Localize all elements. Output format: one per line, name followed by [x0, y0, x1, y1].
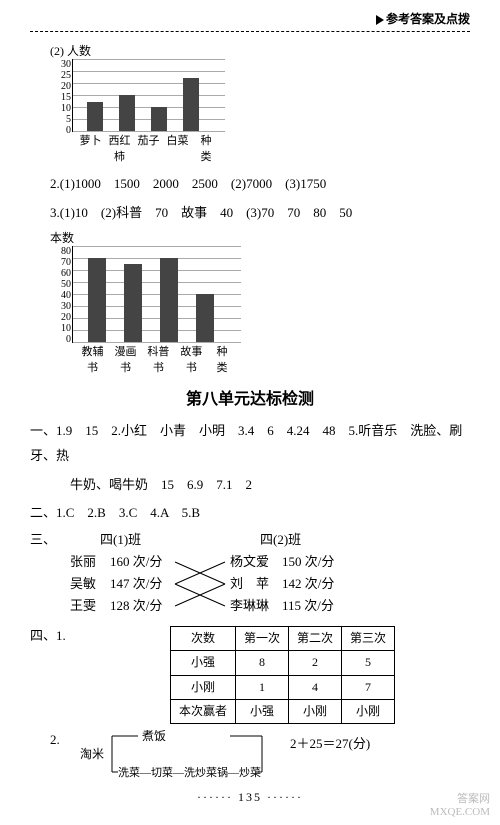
q3-line: 3.(1)10 (2)科普 70 故事 40 (3)70 70 80 50 [50, 201, 470, 226]
bar [124, 264, 142, 342]
table-cell: 小刚 [171, 675, 236, 699]
header-title: 参考答案及点拨 [386, 12, 470, 26]
sec4-table: 次数第一次第二次第三次 小强825 小刚147 本次赢者小强小刚小刚 [170, 626, 395, 724]
chart2-block: 本数 80706050403020100 教辅书漫画书科普书故事书种类 [50, 229, 470, 375]
x-label: 种类 [212, 343, 232, 375]
sec3-right-title: 四(2)班 [260, 532, 301, 547]
x-label: 科普书 [142, 343, 175, 375]
bar [88, 258, 106, 342]
chart2: 80706050403020100 [72, 246, 241, 343]
table-header: 第三次 [342, 627, 395, 651]
x-label: 故事书 [175, 343, 208, 375]
sec3-r1v: 142 次/分 [282, 576, 334, 591]
table-cell: 小强 [171, 651, 236, 675]
x-label: 种类 [196, 132, 216, 164]
sec3-l1n: 吴敏 [70, 576, 96, 591]
sec3-r0v: 150 次/分 [282, 554, 334, 569]
section-title: 第八单元达标检测 [30, 385, 470, 409]
sec3-block: 三、 四(1)班 四(2)班 张丽 160 次/分 吴敏 147 次/分 王雯 … [30, 530, 470, 622]
bar [87, 102, 103, 131]
sec3-prefix: 三、 [30, 532, 56, 547]
flow-top: 煮饭 [142, 730, 166, 743]
bar [196, 294, 214, 342]
bar [160, 258, 178, 342]
flow-left: 淘米 [80, 747, 104, 761]
sec1-line1: 一、1.9 15 2.小红 小青 小明 3.4 6 4.24 48 5.听音乐 … [30, 419, 470, 468]
header-divider [30, 31, 470, 32]
x-label: 西红柿 [105, 132, 134, 164]
sec3-l2n: 王雯 [70, 598, 96, 613]
x-label: 漫画书 [109, 343, 142, 375]
arrow-icon [376, 15, 384, 25]
table-cell: 7 [342, 675, 395, 699]
table-cell: 8 [236, 651, 289, 675]
x-label: 白菜 [163, 132, 192, 164]
x-label: 萝卜 [76, 132, 105, 164]
sec3-l0v: 160 次/分 [110, 554, 162, 569]
sec3-l0n: 张丽 [70, 554, 96, 569]
sec3-r2v: 115 次/分 [282, 598, 334, 613]
flow-bottom: 洗菜—切菜—洗炒菜锅—炒菜 [118, 766, 261, 779]
x-label: 茄子 [134, 132, 163, 164]
chart1-block: (2) 人数 302520151050 萝卜西红柿茄子白菜种类 [50, 42, 470, 164]
sec3-svg: 三、 四(1)班 四(2)班 张丽 160 次/分 吴敏 147 次/分 王雯 … [30, 530, 410, 622]
sec3-left-title: 四(1)班 [100, 532, 141, 547]
page-header: 参考答案及点拨 [30, 10, 470, 27]
sec3-l2v: 128 次/分 [110, 598, 162, 613]
sec4-prefix: 四、1. [30, 626, 170, 647]
chart1-xlabels: 萝卜西红柿茄子白菜种类 [70, 132, 216, 164]
bar [151, 107, 167, 131]
table-header: 第一次 [236, 627, 289, 651]
flow-diagram: 煮饭 淘米 洗菜—切菜—洗炒菜锅—炒菜 [80, 730, 270, 780]
table-cell: 小刚 [342, 699, 395, 723]
watermark: 答案网 MXQE.COM [430, 793, 490, 819]
sec3-l1v: 147 次/分 [110, 576, 162, 591]
sec3-r1n: 刘 苹 [230, 576, 269, 591]
sec2-line: 二、1.C 2.B 3.C 4.A 5.B [30, 501, 470, 526]
table-cell: 本次赢者 [171, 699, 236, 723]
bar [183, 78, 199, 131]
chart1-ylabel: (2) 人数 [50, 42, 470, 59]
sec1-line2: 牛奶、喝牛奶 15 6.9 7.1 2 [70, 473, 470, 498]
chart2-ylabel: 本数 [50, 229, 470, 246]
table-cell: 小刚 [289, 699, 342, 723]
table-header: 第二次 [289, 627, 342, 651]
q2-line: 2.(1)1000 1500 2000 2500 (2)7000 (3)1750 [50, 172, 470, 197]
sec4-q2-prefix: 2. [30, 730, 80, 751]
chart2-xlabels: 教辅书漫画书科普书故事书种类 [70, 343, 232, 375]
table-header: 次数 [171, 627, 236, 651]
sec3-r2n: 李琳琳 [230, 598, 269, 613]
sec4-row1: 四、1. 次数第一次第二次第三次 小强825 小刚147 本次赢者小强小刚小刚 [30, 626, 470, 724]
table-cell: 5 [342, 651, 395, 675]
table-cell: 2 [289, 651, 342, 675]
chart1: 302520151050 [72, 59, 225, 132]
bar [119, 95, 135, 131]
sec4-row2: 2. 煮饭 淘米 洗菜—切菜—洗炒菜锅—炒菜 2＋25＝27(分) [30, 730, 470, 780]
sec4-calc: 2＋25＝27(分) [290, 730, 370, 755]
x-label: 教辅书 [76, 343, 109, 375]
page-number: ······ 135 ······ [30, 790, 470, 805]
sec3-r0n: 杨文爱 [230, 554, 269, 569]
table-cell: 1 [236, 675, 289, 699]
table-cell: 小强 [236, 699, 289, 723]
table-cell: 4 [289, 675, 342, 699]
